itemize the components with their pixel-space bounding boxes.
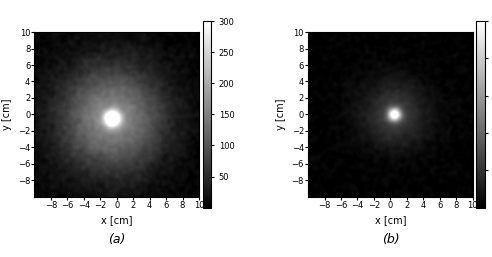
- Y-axis label: y [cm]: y [cm]: [2, 99, 12, 130]
- Text: (a): (a): [108, 233, 125, 246]
- Text: (b): (b): [381, 233, 399, 246]
- X-axis label: x [cm]: x [cm]: [101, 215, 132, 225]
- Y-axis label: y [cm]: y [cm]: [276, 99, 286, 130]
- X-axis label: x [cm]: x [cm]: [374, 215, 406, 225]
